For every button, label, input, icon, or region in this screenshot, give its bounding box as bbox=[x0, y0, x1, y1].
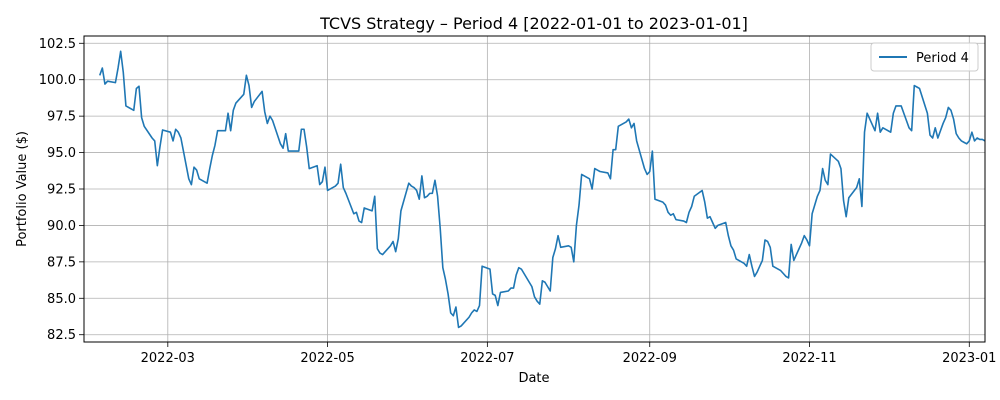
x-axis-label: Date bbox=[518, 371, 549, 386]
x-tick-label: 2022-09 bbox=[623, 351, 677, 366]
series-layer bbox=[98, 50, 986, 329]
y-tick-label: 92.5 bbox=[47, 183, 76, 198]
chart-title: TCVS Strategy – Period 4 [2022-01-01 to … bbox=[319, 14, 748, 33]
x-tick-label: 2022-11 bbox=[782, 351, 836, 366]
y-tick-label: 97.5 bbox=[47, 110, 76, 125]
y-tick-label: 100.0 bbox=[39, 73, 76, 88]
y-tick-label: 102.5 bbox=[39, 37, 76, 52]
y-tick-label: 87.5 bbox=[47, 255, 76, 270]
legend-label-period-4: Period 4 bbox=[916, 51, 969, 66]
x-tick-label: 2023-01 bbox=[942, 351, 996, 366]
y-axis-label: Portfolio Value ($) bbox=[15, 131, 30, 247]
y-tick-label: 95.0 bbox=[47, 146, 76, 161]
y-tick-label: 90.0 bbox=[47, 219, 76, 234]
series-line-period-4 bbox=[98, 50, 986, 329]
y-axis-ticks: 82.5 85.0 87.5 90.0 92.5 95.0 97.5 100.0 102.5 bbox=[39, 37, 84, 343]
legend: Period 4 bbox=[870, 42, 979, 72]
y-tick-label: 82.5 bbox=[47, 328, 76, 343]
x-tick-label: 2022-07 bbox=[460, 351, 514, 366]
x-tick-label: 2022-05 bbox=[300, 351, 354, 366]
x-axis-ticks: 2022-03 2022-05 2022-07 2022-09 2022-11 2023-… bbox=[141, 342, 996, 366]
legend-box bbox=[870, 42, 979, 72]
y-tick-label: 85.0 bbox=[47, 292, 76, 307]
x-tick-label: 2022-03 bbox=[141, 351, 195, 366]
